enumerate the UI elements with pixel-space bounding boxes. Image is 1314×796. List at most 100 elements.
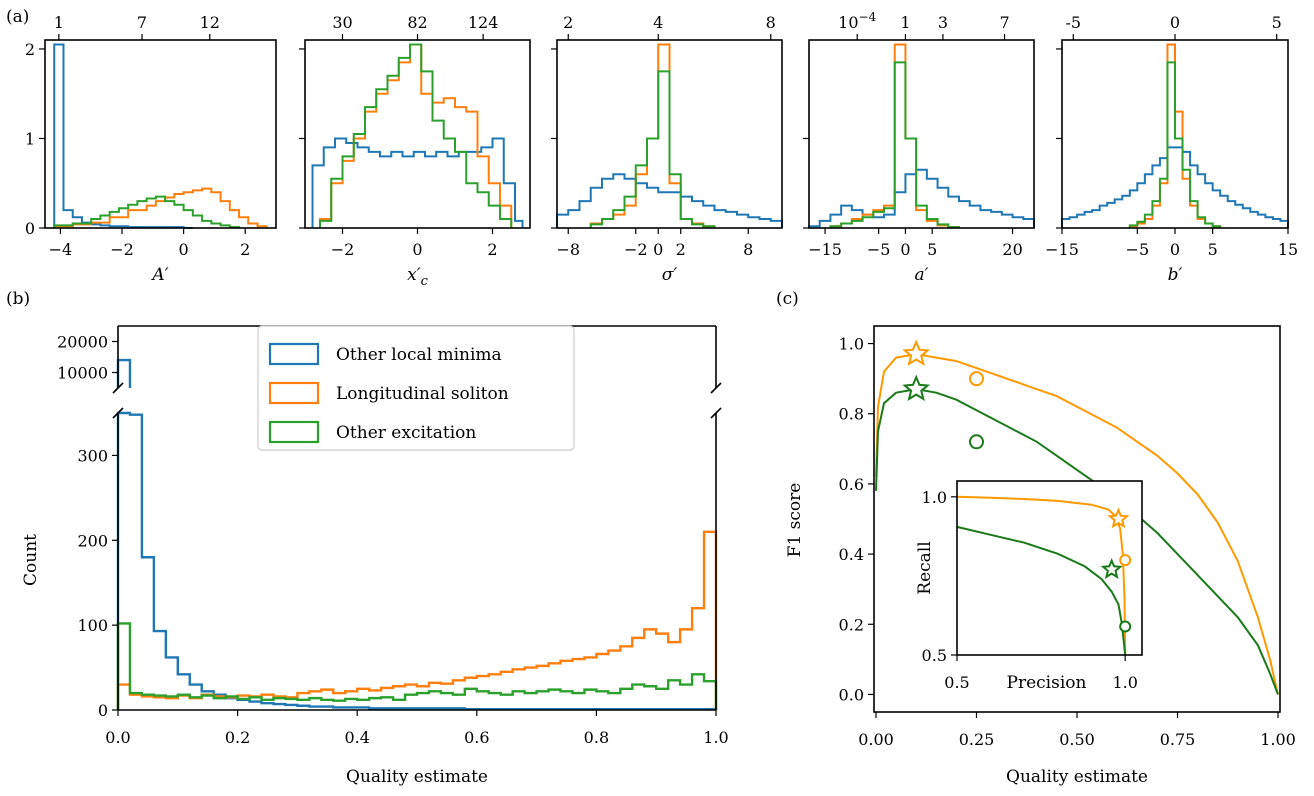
x-tick-label: 2 — [676, 240, 686, 259]
inset-x-tick-label: 0.5 — [944, 673, 969, 692]
top-tick-label: 30 — [332, 13, 352, 32]
legend-swatch — [268, 381, 320, 405]
panel-label-b: (b) — [6, 289, 30, 309]
top-tick-label: 5 — [1272, 13, 1282, 32]
x-tick-label: −8 — [556, 240, 580, 259]
star-marker — [902, 374, 931, 402]
histogram-a-3: −8 −2 0 2 8 — [551, 34, 783, 259]
hist-series-green — [829, 61, 960, 229]
y-tick-label-upper: 10000 — [57, 364, 108, 383]
x-tick-label: 0 — [179, 240, 189, 259]
top-tick-label: 3 — [938, 13, 948, 32]
x-tick-label: 0 — [412, 240, 422, 259]
x-tick-label: 0 — [900, 240, 910, 259]
inset-x-tick-label: 1.0 — [1112, 673, 1137, 692]
circle-marker — [969, 371, 984, 387]
hist-series-green — [1128, 61, 1222, 228]
x-tick-label: 1.0 — [703, 728, 728, 747]
axes-frame — [44, 39, 277, 229]
legend-label: Other local minima — [336, 345, 502, 365]
inset-x-label: Precision — [1007, 673, 1087, 693]
x-tick-label: 0.75 — [1160, 730, 1196, 749]
legend-box — [257, 325, 575, 451]
inset-circle-marker — [1119, 620, 1132, 633]
top-tick-label: 1 — [900, 13, 910, 32]
hist-series-green — [589, 70, 716, 228]
legend-swatch — [268, 420, 320, 444]
x-tick-label: 5 — [927, 240, 937, 259]
x-tick-label: 0.0 — [105, 728, 130, 747]
inset-y-label: Recall — [915, 541, 935, 594]
inset-star-marker — [1107, 507, 1130, 529]
x-tick-label: 0.50 — [1059, 730, 1095, 749]
x-axis-label: Quality estimate — [1006, 767, 1148, 787]
x-tick-label: −2 — [331, 240, 355, 259]
x-tick-label: 8 — [743, 240, 753, 259]
x-tick-label: 0.2 — [225, 728, 250, 747]
y-tick-label: 300 — [77, 446, 108, 465]
hist-series-orange — [319, 43, 513, 228]
y-tick-label-upper: 20000 — [57, 333, 108, 352]
y-tick-label: 200 — [77, 531, 108, 550]
top-tick-label: 124 — [468, 13, 499, 32]
hist-series-blue — [808, 168, 1035, 228]
y-axis-label: F1 score — [785, 483, 805, 558]
x-tick-label: 0 — [653, 240, 663, 259]
top-tick-label: 4 — [653, 13, 663, 32]
y-tick-label: 0 — [25, 219, 35, 238]
x-tick-label: 0.4 — [344, 728, 369, 747]
axes-frame — [808, 39, 1035, 229]
inset-star-marker — [1100, 558, 1123, 580]
x-tick-label: 0.00 — [858, 730, 894, 749]
top-tick-label: 7 — [999, 13, 1009, 32]
count-series-orange — [116, 530, 718, 710]
panel-label-c: (c) — [776, 289, 799, 309]
top-tick-label: 10−4 — [838, 10, 876, 32]
y-tick-label: 0 — [98, 701, 108, 720]
x-axis-label: b′ — [1168, 265, 1183, 285]
top-tick-label: 82 — [407, 13, 427, 32]
top-tick-label: 8 — [766, 13, 776, 32]
legend: Other local minima Longitudinal soliton Ot… — [257, 325, 575, 451]
histogram-a-1: −4 −2 0 2 0 1 2 — [25, 34, 277, 259]
inset-y-tick-label: 0.5 — [922, 646, 947, 665]
x-tick-label: 0 — [1170, 240, 1180, 259]
y-tick-label: 0.0 — [839, 685, 864, 704]
histogram-a-4: −15 −5 0 5 20 — [803, 34, 1035, 259]
top-tick-label: 1 — [54, 13, 64, 32]
y-tick-label: 0.2 — [839, 615, 864, 634]
top-tick-label: 7 — [137, 13, 147, 32]
x-axis-label: x′c — [407, 265, 428, 289]
count-series-green — [116, 622, 718, 710]
y-tick-label: 100 — [77, 616, 108, 635]
histogram-a-2: −2 0 2 — [299, 34, 531, 259]
hist-series-blue — [311, 137, 524, 228]
f1-chart: 0.00 0.25 0.50 0.75 1.00 0.0 0.2 0.4 0.6 0.8 1.0 Qu… — [785, 325, 1296, 787]
x-axis-label: A′ — [150, 265, 168, 285]
x-tick-label: 0.8 — [584, 728, 609, 747]
x-axis-label: σ′ — [662, 265, 678, 285]
x-tick-label: −15 — [1045, 240, 1079, 259]
x-tick-label: 20 — [1002, 240, 1022, 259]
histogram-b: 0.0 0.2 0.4 0.6 0.8 1.0 0 100 200 300 10000 20000 Qu… — [21, 325, 729, 787]
x-tick-label: −5 — [1126, 240, 1150, 259]
axes-frame — [304, 39, 531, 229]
x-axis-label: Quality estimate — [346, 767, 488, 787]
x-axis-label: a′ — [915, 265, 929, 285]
x-tick-label: 0.25 — [959, 730, 995, 749]
x-tick-label: −15 — [808, 240, 842, 259]
x-tick-label: 1.00 — [1260, 730, 1296, 749]
inset-frame — [956, 480, 1143, 656]
x-tick-label: 0.6 — [464, 728, 489, 747]
x-tick-label: 5 — [1208, 240, 1218, 259]
y-tick-label: 1 — [25, 129, 35, 148]
axis-break-mark — [710, 382, 722, 394]
panel-label-a: (a) — [6, 7, 29, 27]
x-tick-label: 2 — [240, 240, 250, 259]
y-tick-label: 0.6 — [839, 475, 864, 494]
legend-label: Longitudinal soliton — [336, 384, 509, 404]
axis-break-mark — [112, 407, 124, 419]
axis-break-mark — [112, 382, 124, 394]
star-marker — [902, 339, 931, 366]
